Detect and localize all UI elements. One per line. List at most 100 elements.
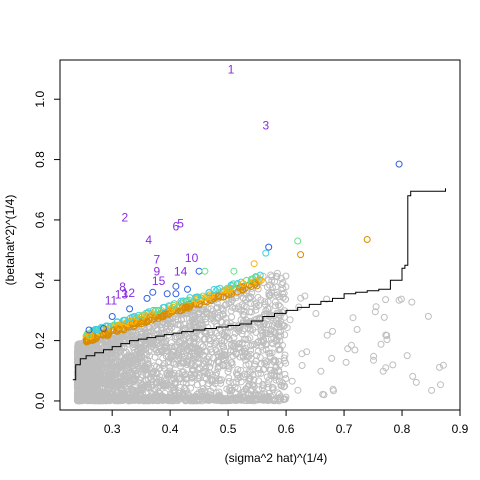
data-point: [186, 352, 194, 360]
data-point: [259, 339, 267, 347]
data-point: [145, 348, 153, 356]
data-point: [145, 326, 153, 334]
point-label: 1: [228, 63, 235, 77]
data-point: [83, 347, 91, 355]
data-point: [222, 354, 230, 362]
point-label: 3: [262, 118, 269, 132]
data-point: [138, 348, 146, 356]
data-point: [144, 357, 152, 365]
data-point: [267, 326, 275, 333]
data-point: [272, 283, 280, 291]
data-point: [187, 371, 195, 379]
x-tick-label: 0.9: [452, 422, 469, 436]
data-point: [271, 373, 279, 381]
data-point: [225, 395, 233, 403]
data-point: [170, 375, 178, 382]
data-point: [96, 339, 104, 347]
data-point: [234, 375, 242, 382]
point-label: 7: [153, 253, 160, 267]
data-point: [264, 298, 272, 306]
data-point: [121, 360, 129, 368]
data-point: [269, 284, 276, 291]
data-point: [108, 382, 116, 389]
data-point: [148, 316, 156, 324]
data-point: [247, 396, 254, 404]
data-point: [74, 353, 81, 361]
data-point: [175, 352, 183, 360]
data-point: [93, 354, 100, 362]
data-point: [247, 282, 255, 290]
data-point: [126, 328, 134, 336]
data-point: [153, 324, 161, 332]
data-point: [188, 315, 196, 323]
data-point: [240, 307, 248, 315]
data-point: [261, 298, 269, 306]
data-point: [187, 362, 195, 370]
data-point: [263, 330, 271, 338]
data-point: [181, 396, 189, 404]
data-point: [298, 362, 306, 369]
data-point: [113, 349, 121, 357]
data-point: [275, 378, 283, 386]
data-point: [223, 329, 231, 337]
data-point: [88, 395, 96, 403]
data-point: [268, 335, 275, 343]
data-point: [255, 338, 263, 345]
data-point: [283, 324, 291, 332]
data-point: [159, 354, 167, 362]
y-tick-label: 1.0: [33, 91, 47, 108]
data-point: [120, 371, 128, 379]
data-point: [177, 359, 185, 367]
data-point: [185, 395, 193, 403]
point-label: 11: [105, 293, 118, 307]
data-point: [303, 348, 311, 356]
data-point: [96, 362, 104, 370]
data-point: [97, 370, 105, 378]
data-point: [154, 384, 162, 392]
data-point: [412, 378, 420, 386]
data-point: [403, 352, 411, 360]
data-point: [137, 344, 145, 352]
data-point: [126, 378, 134, 386]
data-point: [205, 291, 213, 299]
data-point: [100, 325, 107, 332]
data-point: [263, 373, 271, 381]
data-point: [221, 347, 228, 355]
data-point: [170, 301, 178, 309]
data-point: [167, 381, 175, 389]
data-point: [439, 361, 447, 369]
data-point: [190, 338, 198, 346]
data-point: [143, 294, 151, 302]
data-point: [263, 358, 271, 366]
data-point: [120, 326, 128, 334]
data-point: [87, 375, 95, 383]
data-point: [76, 373, 84, 381]
data-point: [83, 356, 91, 364]
data-point: [247, 275, 255, 283]
data-point: [156, 364, 164, 372]
data-point: [437, 381, 444, 389]
data-point: [209, 314, 217, 322]
data-point: [262, 249, 270, 257]
y-tick-label: 0.2: [33, 332, 47, 349]
data-point: [85, 385, 93, 393]
data-point: [83, 338, 91, 346]
data-point: [226, 384, 234, 392]
point-label: 2: [122, 210, 129, 224]
point-label: 5: [177, 217, 184, 231]
data-point: [351, 346, 359, 354]
data-point: [87, 336, 95, 344]
data-point: [200, 336, 208, 343]
data-point: [163, 343, 171, 351]
data-point: [272, 357, 280, 365]
data-point: [380, 313, 388, 321]
data-point: [137, 395, 145, 403]
data-point: [108, 313, 116, 320]
data-point: [161, 341, 169, 349]
data-point: [143, 366, 151, 374]
data-point: [195, 364, 203, 372]
data-point: [259, 346, 267, 354]
data-point: [201, 374, 209, 382]
